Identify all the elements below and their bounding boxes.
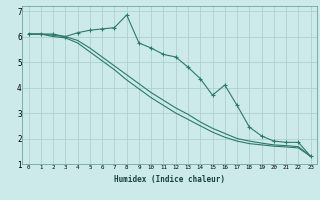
X-axis label: Humidex (Indice chaleur): Humidex (Indice chaleur)	[114, 175, 225, 184]
